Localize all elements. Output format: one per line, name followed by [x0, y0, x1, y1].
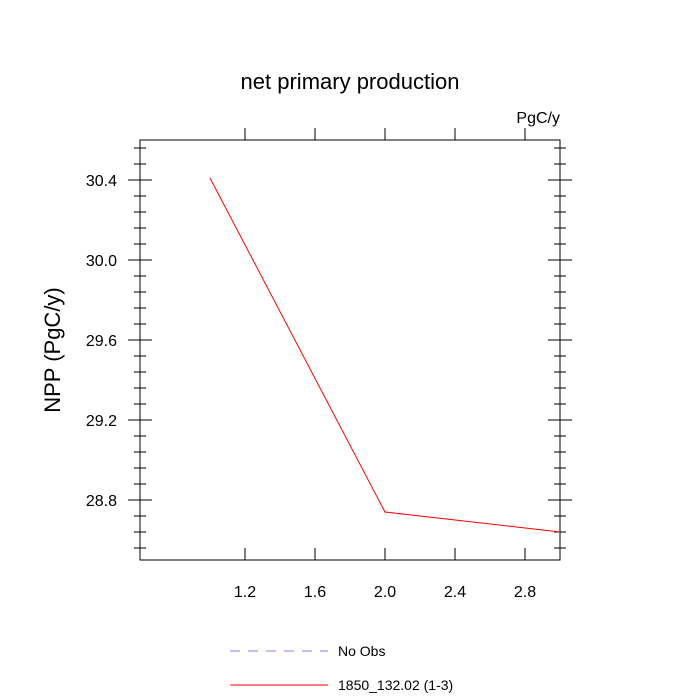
x-tick-label: 1.2 [234, 584, 256, 601]
x-tick-label: 1.6 [304, 584, 326, 601]
axis-ticks: 1.2 1.6 2.0 2.4 2.8 28.8 29.2 29.6 30.0 30.4 [86, 128, 572, 601]
plot-frame [139, 139, 561, 561]
legend-label-no-obs: No Obs [338, 643, 385, 659]
y-axis-label: NPP (PgC/y) [40, 287, 65, 413]
x-tick-label: 2.0 [374, 584, 396, 601]
units-label: PgC/y [516, 110, 560, 127]
chart-title: net primary production [241, 69, 460, 94]
y-tick-label: 29.2 [86, 413, 117, 430]
legend-label-1850: 1850_132.02 (1-3) [338, 677, 453, 693]
y-tick-label: 29.6 [86, 333, 117, 350]
y-tick-label: 30.4 [86, 173, 117, 190]
series-layer [209, 177, 561, 533]
x-tick-label: 2.8 [514, 584, 536, 601]
legend: No Obs 1850_132.02 (1-3) [230, 643, 453, 693]
x-tick-label: 2.4 [444, 584, 466, 601]
series-line-1 [209, 177, 561, 533]
y-tick-label: 30.0 [86, 253, 117, 270]
y-tick-label: 28.8 [86, 493, 117, 510]
